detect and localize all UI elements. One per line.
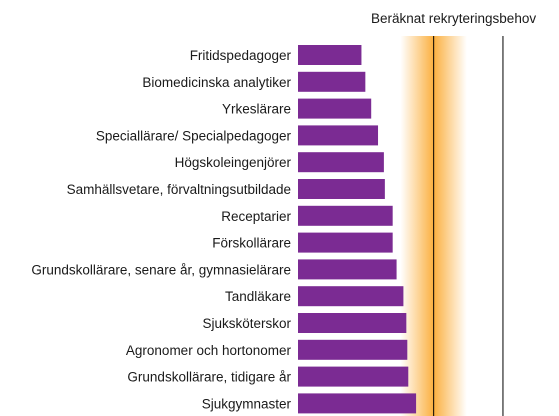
bar-11 [298,339,408,360]
category-label-9: Tandläkare [225,289,291,304]
category-label-1: Biomedicinska analytiker [142,75,291,90]
category-label-10: Sjuksköterskor [202,316,291,331]
bar-9 [298,286,404,307]
bar-5 [298,179,385,199]
bar-0 [298,45,362,65]
bar-1 [298,71,366,92]
category-label-11: Agronomer och hortonomer [126,343,292,358]
bar-6 [298,205,393,226]
bar-3 [298,125,379,146]
bar-4 [298,152,384,173]
bar-7 [298,232,393,253]
category-label-7: Förskollärare [212,236,291,251]
bar-13 [298,393,417,414]
category-label-0: Fritidspedagoger [190,48,292,63]
category-label-13: Sjukgymnaster [202,396,292,411]
category-label-2: Yrkeslärare [222,102,291,117]
category-label-8: Grundskollärare, senare år, gymnasielära… [31,262,291,277]
bar-12 [298,366,409,387]
category-label-6: Receptarier [221,209,291,224]
category-label-4: Högskoleingenjörer [175,155,292,170]
band-label: Beräknat rekryteringsbehov [371,11,536,26]
bar-8 [298,259,397,280]
bar-10 [298,313,407,333]
category-label-5: Samhällsvetare, förvaltningsutbildade [67,182,291,197]
category-label-12: Grundskollärare, tidigare år [127,370,291,385]
category-label-3: Speciallärare/ Specialpedagoger [96,128,292,143]
bar-2 [298,98,372,119]
